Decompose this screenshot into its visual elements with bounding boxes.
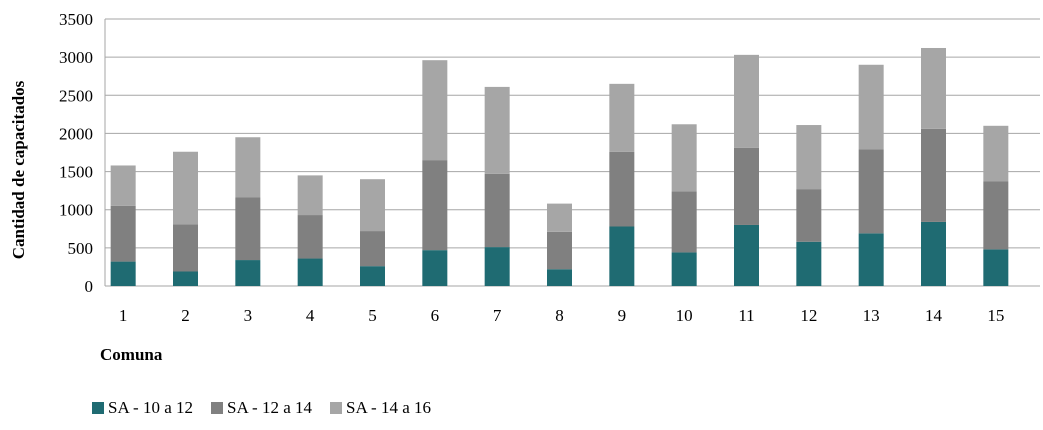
legend-swatch [330, 402, 342, 414]
bar-segment [360, 179, 385, 232]
bar-segment [173, 271, 198, 286]
bar-segment [360, 231, 385, 267]
legend-item: SA - 14 a 16 [330, 398, 431, 418]
y-tick-label: 500 [68, 239, 94, 258]
bar-segment [110, 165, 136, 206]
bar-segment [858, 149, 884, 234]
bar-segment [921, 47, 946, 129]
bar-segment [484, 247, 510, 286]
y-tick-label: 1500 [59, 163, 93, 182]
y-tick-label: 2500 [59, 86, 93, 105]
bar-segment [297, 215, 323, 259]
bar-segment [796, 125, 822, 190]
y-tick-label: 1000 [59, 201, 93, 220]
bar-segment [110, 205, 136, 262]
bar-segment [173, 224, 198, 272]
y-tick-label: 3500 [59, 10, 93, 29]
legend-item: SA - 10 a 12 [92, 398, 193, 418]
legend: SA - 10 a 12 SA - 12 a 14 SA - 14 a 16 [92, 398, 431, 418]
bar-segment [297, 175, 323, 216]
x-tick-label: 3 [244, 306, 253, 325]
x-tick-label: 5 [368, 306, 377, 325]
bar-segment [796, 241, 822, 286]
legend-swatch [211, 402, 223, 414]
bar-segment [297, 258, 323, 286]
x-axis-label: Comuna [100, 345, 163, 364]
bar-segment [609, 151, 635, 227]
bar-segment [422, 60, 448, 161]
x-tick-label: 1 [119, 306, 128, 325]
y-tick-label: 0 [85, 277, 94, 296]
x-tick-label: 14 [925, 306, 943, 325]
bar-segment [734, 147, 759, 225]
bar-segment [858, 233, 884, 286]
legend-label: SA - 14 a 16 [346, 398, 431, 417]
bar-segment [671, 191, 697, 253]
x-axis-ticks: 1 2 3 4 5 6 7 8 9 10 11 12 13 14 15 [119, 306, 1004, 325]
bar-segment [983, 249, 1009, 286]
bar-segment [235, 197, 261, 261]
legend-item: SA - 12 a 14 [211, 398, 312, 418]
y-axis-label: Cantidad de capacitados [9, 80, 28, 259]
bar-segment [609, 226, 635, 286]
bar-segment [235, 137, 261, 198]
x-tick-label: 9 [618, 306, 627, 325]
bar-segment [734, 54, 759, 148]
bars [110, 47, 1009, 286]
x-tick-label: 7 [493, 306, 502, 325]
bar-segment [609, 83, 635, 152]
bar-segment [671, 124, 697, 192]
bar-segment [110, 261, 136, 286]
x-tick-label: 15 [987, 306, 1004, 325]
bar-segment [983, 125, 1009, 182]
bar-segment [547, 203, 572, 232]
legend-swatch [92, 402, 104, 414]
legend-label: SA - 12 a 14 [227, 398, 312, 417]
bar-segment [921, 221, 946, 286]
x-tick-label: 8 [555, 306, 564, 325]
bar-segment [235, 260, 261, 286]
gridlines [104, 18, 1040, 287]
bar-segment [360, 266, 385, 286]
bar-segment [547, 231, 572, 270]
x-tick-label: 4 [306, 306, 315, 325]
bar-segment [422, 160, 448, 251]
x-tick-label: 2 [181, 306, 190, 325]
bar-segment [484, 86, 510, 174]
x-tick-label: 6 [431, 306, 440, 325]
y-axis-ticks: 0 500 1000 1500 2000 2500 3000 3500 [59, 10, 93, 296]
y-tick-label: 2000 [59, 124, 93, 143]
legend-label: SA - 10 a 12 [108, 398, 193, 417]
y-tick-label: 3000 [59, 48, 93, 67]
bar-segment [796, 189, 822, 242]
bar-segment [484, 173, 510, 248]
bar-segment [983, 181, 1009, 250]
x-tick-label: 13 [863, 306, 880, 325]
bar-segment [422, 250, 448, 286]
bar-segment [547, 269, 572, 286]
bar-segment [734, 224, 759, 286]
x-tick-label: 10 [676, 306, 693, 325]
bar-segment [173, 151, 198, 225]
bar-segment [921, 128, 946, 222]
x-tick-label: 11 [738, 306, 754, 325]
bar-segment [671, 252, 697, 286]
x-tick-label: 12 [800, 306, 817, 325]
bar-segment [858, 64, 884, 150]
